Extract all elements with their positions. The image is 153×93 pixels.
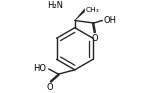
- Text: HO: HO: [34, 64, 47, 73]
- Text: H₂N: H₂N: [47, 1, 63, 10]
- Text: O: O: [92, 34, 98, 43]
- Text: O: O: [47, 83, 54, 92]
- Text: OH: OH: [104, 16, 117, 25]
- Text: CH₃: CH₃: [86, 7, 99, 13]
- Polygon shape: [75, 9, 85, 20]
